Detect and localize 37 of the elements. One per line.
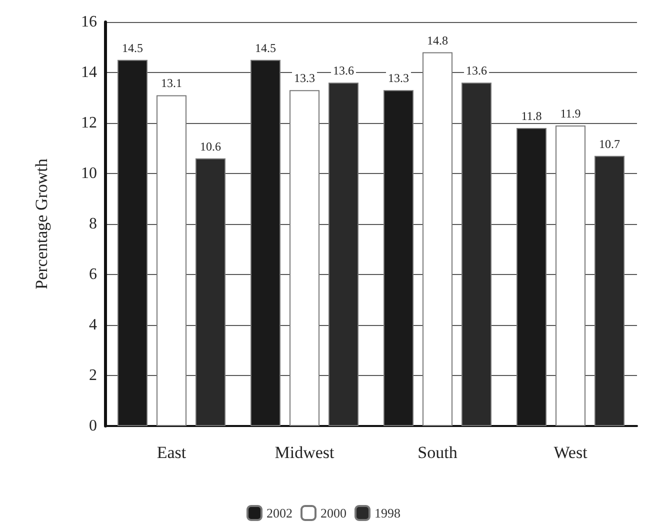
data-label: 10.7 [599, 136, 620, 151]
bar [328, 82, 358, 426]
bar [290, 90, 320, 426]
data-label: 11.9 [560, 106, 581, 121]
y-tick-label: 0 [89, 418, 97, 434]
bar [156, 95, 186, 426]
x-tick-label: Midwest [274, 443, 335, 462]
y-tick-label: 14 [81, 64, 97, 81]
data-label: 14.5 [122, 40, 143, 55]
bar [594, 156, 624, 426]
bar [462, 82, 492, 426]
data-label: 14.8 [427, 33, 448, 48]
y-tick-label: 8 [89, 216, 97, 232]
x-tick-label: East [156, 443, 186, 462]
bar [196, 158, 226, 426]
y-tick-label: 10 [81, 165, 97, 182]
bar [556, 126, 586, 426]
legend-label: 1998 [374, 506, 400, 520]
data-label: 13.1 [161, 76, 182, 90]
y-axis-title: Percentage Growth [32, 158, 51, 290]
legend-label: 2000 [320, 506, 346, 520]
y-tick-label: 12 [81, 114, 97, 132]
x-tick-label: West [554, 443, 588, 462]
y-tick-label: 2 [89, 367, 97, 384]
bar [422, 52, 452, 426]
y-tick-label: 6 [89, 266, 97, 283]
data-label: 13.6 [466, 64, 487, 78]
y-tick-label: 16 [81, 14, 97, 30]
data-label: 14.5 [255, 40, 276, 55]
data-label: 13.3 [388, 71, 409, 86]
legend-label: 2002 [266, 506, 292, 520]
x-tick-label: South [418, 443, 458, 462]
data-label: 11.8 [521, 109, 542, 124]
y-tick-label: 4 [89, 316, 97, 334]
data-label: 13.3 [294, 71, 315, 86]
data-label: 10.6 [200, 139, 221, 154]
data-label: 13.6 [333, 64, 354, 78]
